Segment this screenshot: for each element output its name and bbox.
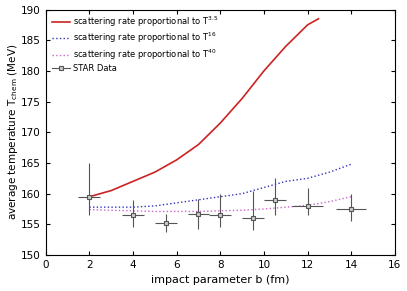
Y-axis label: average temperature T$_{\rm chem}$ (MeV): average temperature T$_{\rm chem}$ (MeV) <box>6 44 20 220</box>
Legend: scattering rate proportional to T$^{3.5}$, scattering rate proportional to T$^{1: scattering rate proportional to T$^{3.5}… <box>49 12 221 75</box>
X-axis label: impact parameter b (fm): impact parameter b (fm) <box>151 276 289 285</box>
